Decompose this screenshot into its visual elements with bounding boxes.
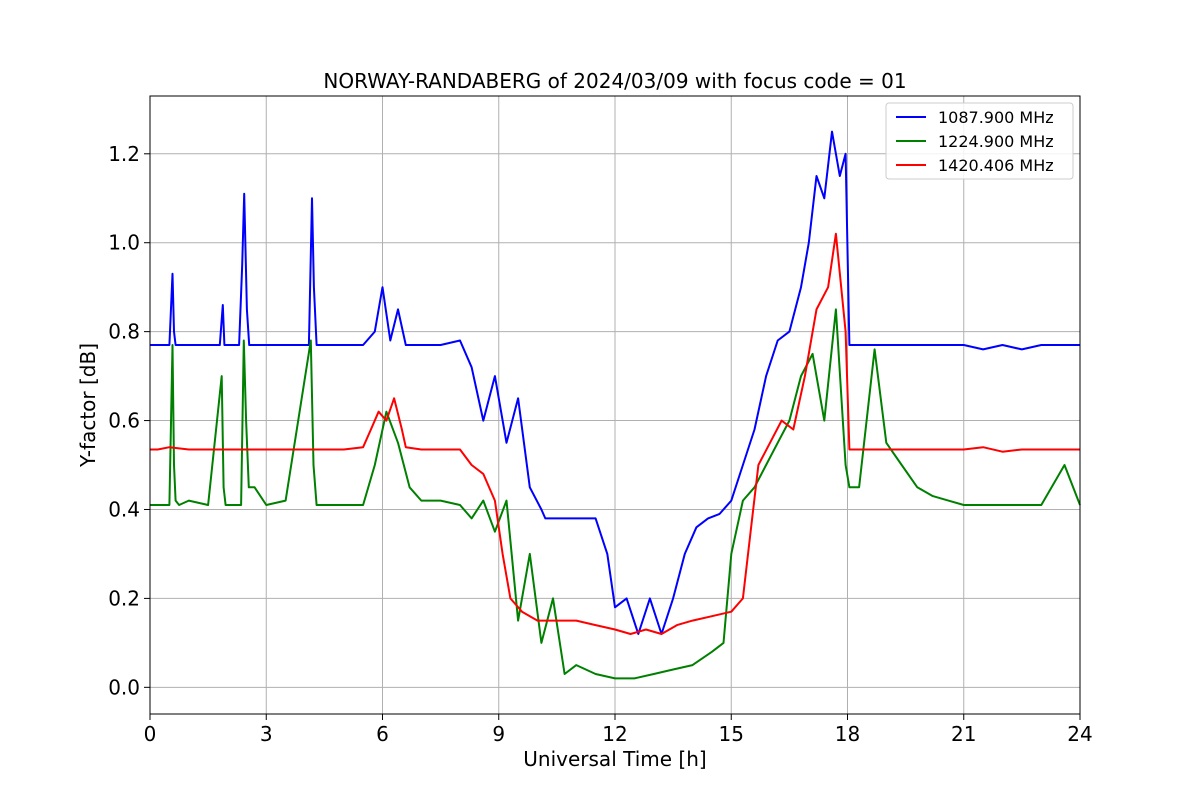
series-line	[150, 232, 1080, 635]
legend: 1087.900 MHz 1224.900 MHz 1420.406 MHz	[885, 102, 1074, 180]
series-group	[150, 308, 1081, 680]
x-tick-label: 0	[144, 722, 157, 746]
x-tick-label: 9	[492, 722, 505, 746]
x-tick-label: 24	[1067, 722, 1092, 746]
x-tick-label: 12	[602, 722, 627, 746]
series-group	[150, 232, 1080, 635]
y-axis-label: Y-factor [dB]	[76, 343, 100, 468]
x-tick-label: 21	[951, 722, 976, 746]
plot-area	[150, 130, 1081, 680]
chart-title: NORWAY-RANDABERG of 2024/03/09 with focu…	[323, 69, 906, 93]
series-line	[150, 130, 1080, 635]
x-tick-label: 15	[719, 722, 744, 746]
x-tick-label: 6	[376, 722, 389, 746]
legend-label-1224: 1224.900 MHz	[938, 132, 1054, 151]
legend-label-1420: 1420.406 MHz	[938, 156, 1054, 175]
y-tick-label: 0.4	[108, 497, 140, 521]
y-tick-label: 0.6	[108, 409, 140, 433]
x-axis-label: Universal Time [h]	[523, 747, 706, 771]
x-tick-label: 3	[260, 722, 273, 746]
series-line	[150, 308, 1081, 680]
y-tick-label: 1.2	[108, 142, 140, 166]
legend-box	[885, 102, 1074, 180]
y-tick-label: 0.0	[108, 675, 140, 699]
y-tick-label: 0.2	[108, 586, 140, 610]
series-group	[150, 130, 1080, 635]
ticks: 0 3 6 9 12 15 18 21 24 0.0 0.2 0.4 0.6 0.8 1.0 1.2	[108, 142, 1093, 746]
legend-label-1087: 1087.900 MHz	[938, 108, 1054, 127]
y-tick-label: 1.0	[108, 231, 140, 255]
x-tick-label: 18	[835, 722, 860, 746]
y-tick-label: 0.8	[108, 320, 140, 344]
